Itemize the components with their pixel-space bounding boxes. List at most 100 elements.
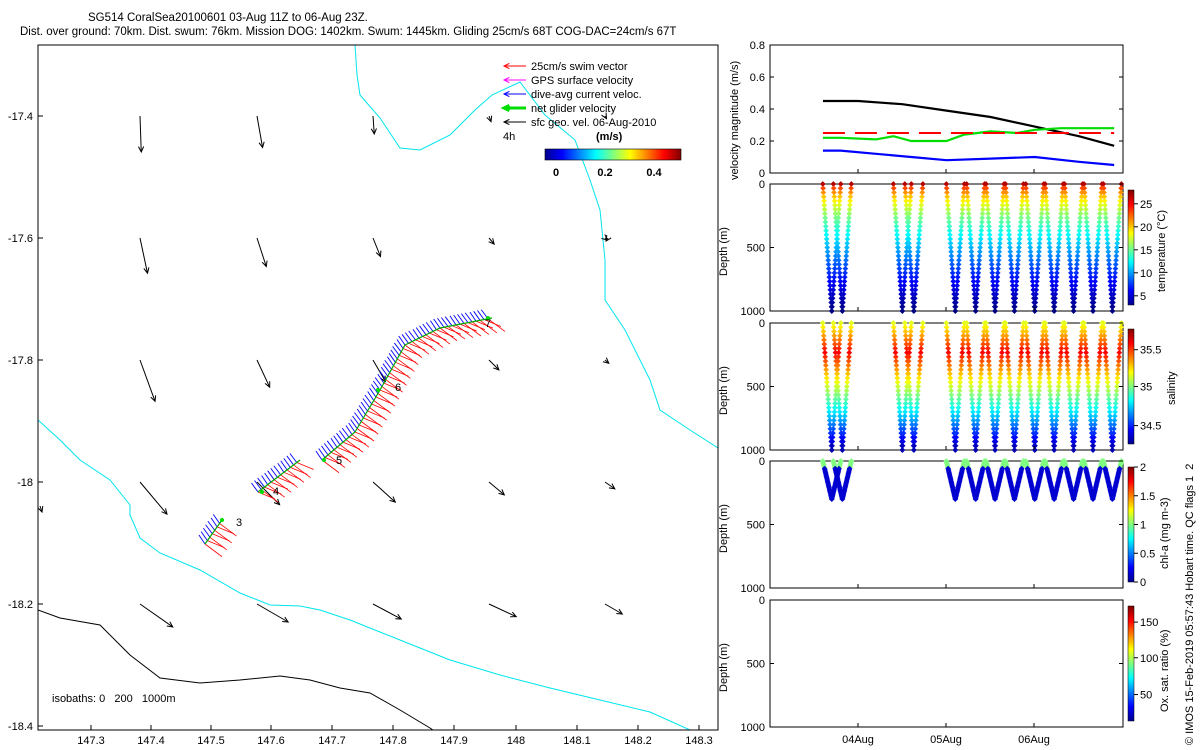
profile-sample <box>1009 274 1015 280</box>
profile-sample <box>996 383 1003 390</box>
profile-sample <box>1016 375 1023 381</box>
profile-sample <box>994 274 1001 280</box>
profile-sample <box>1056 375 1063 381</box>
profile-sample <box>968 244 974 251</box>
profile-sample <box>1013 287 1019 293</box>
current-vector <box>444 316 453 326</box>
profile-sample <box>997 240 1003 247</box>
profile-sample <box>904 215 911 221</box>
profile-sample <box>832 202 838 208</box>
profile-sample <box>1016 383 1022 390</box>
profile-sample <box>1107 417 1114 424</box>
profile-sample <box>893 223 900 230</box>
profile-sample <box>913 270 920 276</box>
profile-sample <box>1107 278 1114 285</box>
profile-sample <box>1096 219 1103 225</box>
profile-sample <box>1100 324 1107 331</box>
profile-sample <box>1093 261 1100 268</box>
profile-sample <box>1008 261 1014 268</box>
profile-sample <box>918 341 925 347</box>
profile-sample <box>1068 278 1075 285</box>
profile-sample <box>1006 231 1012 238</box>
profile-sample <box>983 328 990 335</box>
profile-sample <box>1066 248 1073 255</box>
profile-sample <box>952 442 959 449</box>
profile-sample <box>1100 185 1107 192</box>
profile-sample <box>998 358 1005 364</box>
speed-colorbar-tick: 0.4 <box>646 167 662 179</box>
profile-sample <box>893 358 899 364</box>
profile-sample <box>839 496 846 502</box>
profile-sample <box>1004 341 1010 347</box>
profile-sample <box>1053 413 1060 419</box>
profile-sample <box>987 379 994 386</box>
profile-sample <box>1014 265 1021 272</box>
swim-vector <box>475 320 494 329</box>
profile-sample <box>1037 366 1044 373</box>
profile-sample <box>1097 202 1104 208</box>
profile-sample <box>990 426 997 432</box>
profile-sample <box>918 345 924 352</box>
profile-sample <box>978 366 985 373</box>
map-y-tick-label: -18.4 <box>8 721 33 733</box>
profile-sample <box>967 236 974 242</box>
profile-sample <box>989 274 996 280</box>
profile-sample <box>1073 413 1079 419</box>
profile-sample <box>1067 396 1073 403</box>
time-tick-label: 05Aug <box>930 734 962 746</box>
profile-sample <box>1026 366 1032 373</box>
profile-sample <box>891 189 897 196</box>
profile-sample <box>1029 409 1035 415</box>
profile-sample <box>968 383 974 390</box>
profile-sample <box>1018 206 1025 213</box>
profile-sample <box>917 362 923 369</box>
profile-sample <box>1063 206 1070 213</box>
profile-sample <box>1028 400 1035 407</box>
depth-tick-label: 500 <box>747 659 765 671</box>
profile-sample <box>833 223 840 230</box>
profile-sample <box>845 227 851 234</box>
legend-label: 25cm/s swim vector <box>531 61 628 73</box>
profile-sample <box>827 421 833 428</box>
profile-sample <box>1017 227 1023 234</box>
profile-sample <box>1088 417 1094 424</box>
profile-sample <box>1091 291 1098 297</box>
current-vector <box>254 480 262 490</box>
time-tick-label: 04Aug <box>842 734 874 746</box>
profile-sample <box>1057 223 1063 230</box>
velocity-panel: velocity magnitude (m/s) 00.20.40.60.8 <box>729 40 1124 180</box>
profile-sample <box>1024 341 1031 347</box>
profile-sample <box>896 409 903 415</box>
profile-sample <box>1016 244 1022 251</box>
profile-sample <box>897 282 904 289</box>
profile-sample <box>824 387 831 394</box>
profile-sample <box>1070 447 1077 453</box>
profile-sample <box>837 181 844 187</box>
profile-sample <box>1107 413 1113 419</box>
current-vector <box>398 335 406 346</box>
profile-sample <box>904 358 911 364</box>
copyright-note: © IMOS 15-Feb-2019 05:57:43 Hobart time.… <box>1184 464 1196 745</box>
profile-sample <box>912 287 919 293</box>
profile-sample <box>908 324 914 331</box>
profile-sample <box>908 185 914 192</box>
profile-sample <box>1018 354 1024 360</box>
profile-sample <box>1063 210 1070 217</box>
profile-sample <box>1005 362 1012 369</box>
profile-sample <box>917 219 923 225</box>
profile-sample <box>837 417 844 424</box>
profile-sample <box>1005 354 1011 360</box>
profile-sample <box>1000 337 1006 343</box>
profile-sample <box>965 210 972 217</box>
profile-sample <box>998 215 1005 221</box>
profile-sample <box>1023 185 1029 192</box>
profile-sample <box>894 370 900 377</box>
profile-sample <box>825 265 832 272</box>
profile-sample <box>1097 341 1104 347</box>
current-vector <box>404 332 413 342</box>
profile-sample <box>1072 287 1078 293</box>
profile-sample <box>1106 261 1112 268</box>
swim-vector <box>351 434 370 448</box>
profile-sample <box>894 236 901 242</box>
